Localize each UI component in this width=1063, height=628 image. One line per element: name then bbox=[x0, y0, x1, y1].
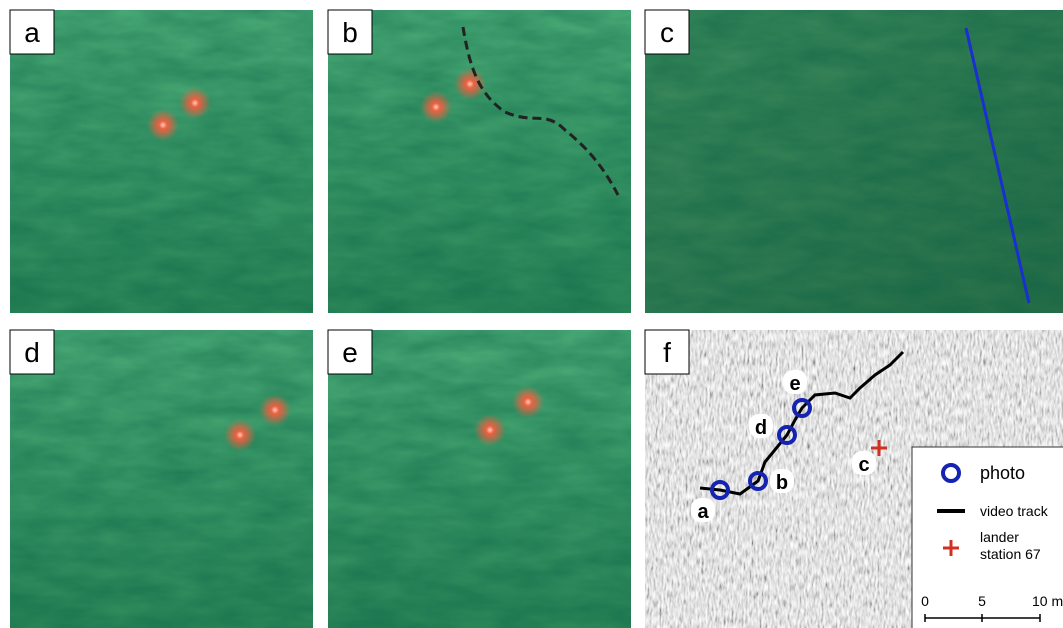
map-label: e bbox=[789, 373, 800, 395]
photo-d bbox=[10, 330, 313, 628]
legend-label: photo bbox=[980, 463, 1025, 483]
photo-e bbox=[328, 330, 631, 628]
panel-label: f bbox=[663, 337, 671, 368]
map-label: a bbox=[697, 501, 709, 523]
legend-label: video track bbox=[980, 503, 1049, 519]
photo-b bbox=[328, 10, 631, 313]
panel-label: c bbox=[660, 17, 674, 48]
scale-label: 10 m bbox=[1032, 593, 1063, 609]
legend-label: lander bbox=[980, 529, 1019, 545]
panel-label: d bbox=[24, 337, 40, 368]
legend-label: station 67 bbox=[980, 546, 1041, 562]
map-label: c bbox=[858, 454, 869, 476]
scale-label: 5 bbox=[978, 593, 986, 609]
photo-c bbox=[645, 10, 1063, 313]
panel-label: e bbox=[342, 337, 358, 368]
panel-label: b bbox=[342, 17, 358, 48]
scale-label: 0 bbox=[921, 593, 929, 609]
panel-label: a bbox=[24, 17, 40, 48]
photo-a bbox=[10, 10, 313, 313]
map-label: b bbox=[776, 472, 788, 494]
figure: a b d e c photo video track lander stati… bbox=[0, 0, 1063, 628]
map-label: d bbox=[755, 417, 767, 439]
map: a b d e c photo video track lander stati… bbox=[645, 330, 1063, 628]
